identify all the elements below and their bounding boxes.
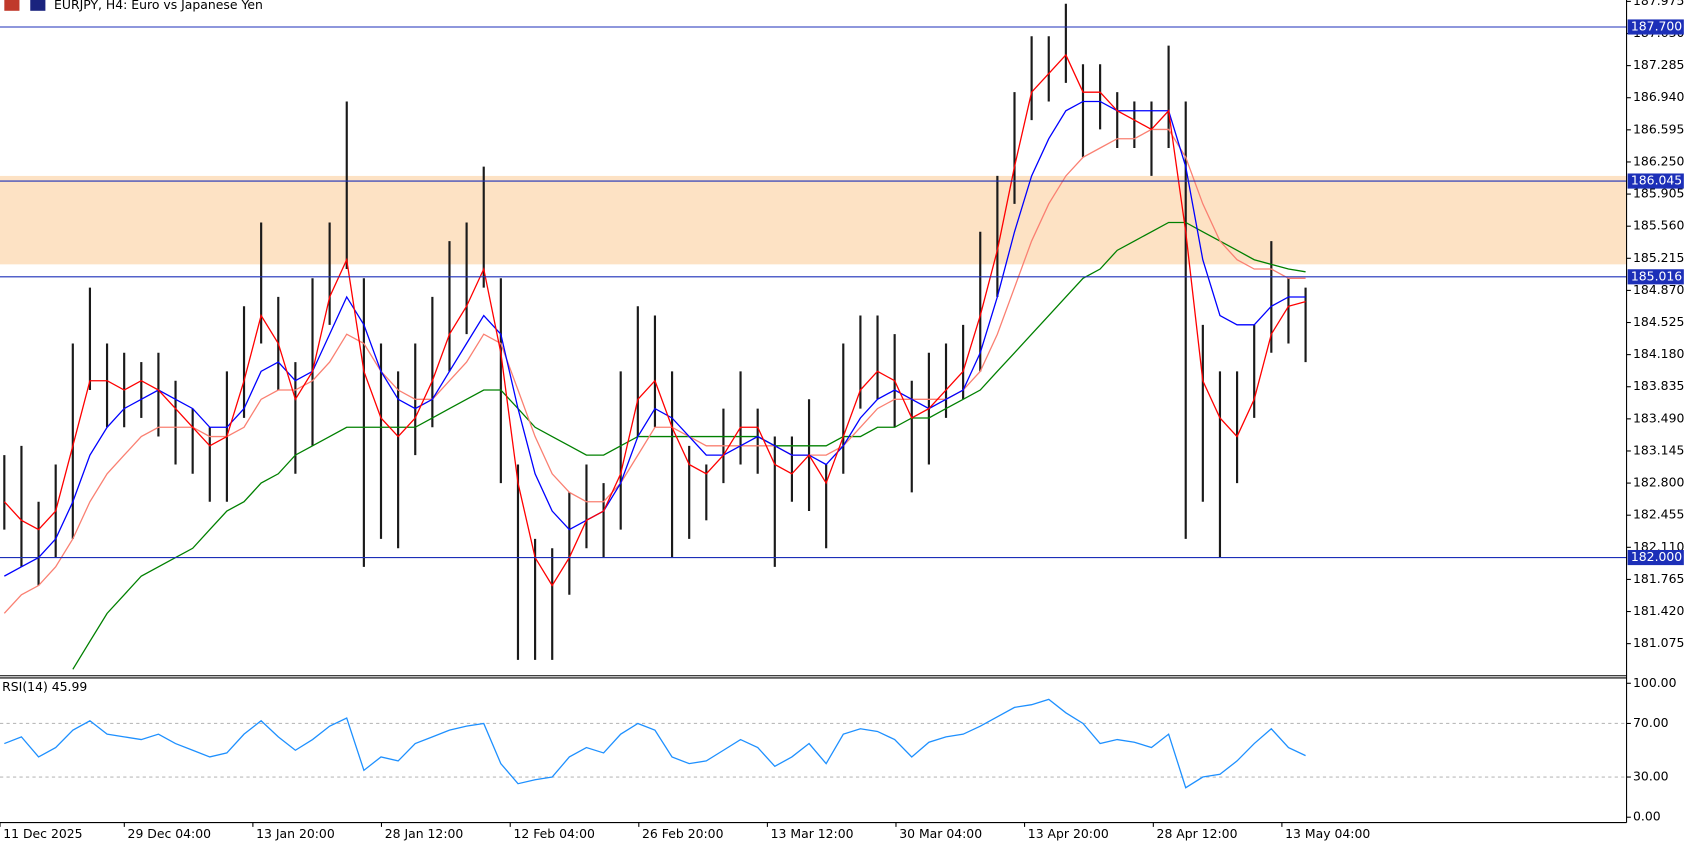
y-tick-label: 181.765: [1633, 571, 1684, 586]
x-tick-label: 13 Apr 20:00: [1028, 826, 1109, 841]
y-tick-label: 184.180: [1633, 346, 1684, 361]
y-tick-label: 186.250: [1633, 153, 1684, 168]
moving-average: [3, 53, 1306, 587]
y-tick-label: 186.940: [1633, 89, 1684, 104]
level-label-box: [1627, 19, 1684, 35]
chart-title: EURJPY, H4: Euro vs Japanese Yen: [54, 0, 263, 12]
level-label: 185.016: [1631, 268, 1682, 283]
y-tick-label: 0.00: [1633, 809, 1661, 824]
moving-average: [4, 100, 1306, 577]
y-tick-label: 186.595: [1633, 121, 1684, 136]
x-tick-label: 30 Mar 04:00: [899, 826, 982, 841]
x-tick-label: 12 Feb 04:00: [513, 826, 595, 841]
y-tick-label: 187.975: [1633, 0, 1684, 8]
y-tick-label: 184.870: [1633, 282, 1684, 297]
y-tick-label: 185.560: [1633, 218, 1684, 233]
y-tick-label: 183.490: [1633, 410, 1684, 425]
x-tick-label: 29 Dec 04:00: [128, 826, 212, 841]
x-tick-label: 11 Dec 2025: [3, 826, 82, 841]
symbol-icon[interactable]: [30, 0, 46, 11]
y-tick-label: 30.00: [1633, 769, 1669, 784]
level-label: 187.700: [1631, 18, 1682, 33]
moving-average: [3, 128, 1306, 614]
y-tick-label: 187.285: [1633, 57, 1684, 72]
y-tick-label: 181.420: [1633, 603, 1684, 618]
x-tick-label: 28 Jan 12:00: [385, 826, 464, 841]
x-tick-label: 26 Feb 20:00: [642, 826, 724, 841]
menu-icon[interactable]: [4, 0, 20, 11]
y-tick-label: 185.905: [1633, 186, 1684, 201]
rsi-line: [4, 698, 1306, 789]
support-resistance-zone: [0, 175, 1627, 265]
level-label-box: [1627, 549, 1684, 566]
level-label: 186.045: [1631, 173, 1682, 188]
x-tick-label: 28 Apr 12:00: [1157, 826, 1238, 841]
x-tick-label: 13 Mar 12:00: [771, 826, 854, 841]
y-tick-label: 184.525: [1633, 314, 1684, 329]
x-tick-label: 13 May 04:00: [1285, 826, 1370, 841]
y-tick-label: 185.215: [1633, 250, 1684, 265]
level-label-box: [1627, 269, 1684, 285]
y-tick-label: 182.800: [1633, 475, 1684, 490]
y-tick-label: 70.00: [1633, 715, 1669, 730]
level-label: 182.000: [1631, 549, 1682, 564]
y-tick-label: 183.835: [1633, 378, 1684, 393]
x-tick-label: 13 Jan 20:00: [256, 826, 335, 841]
y-tick-label: 100.00: [1633, 675, 1677, 690]
level-label-box: [1627, 173, 1684, 189]
y-tick-label: 183.145: [1633, 442, 1684, 457]
y-tick-label: 182.455: [1633, 507, 1684, 522]
indicator-title: RSI(14) 45.99: [2, 679, 87, 694]
y-tick-label: 181.075: [1633, 635, 1684, 650]
